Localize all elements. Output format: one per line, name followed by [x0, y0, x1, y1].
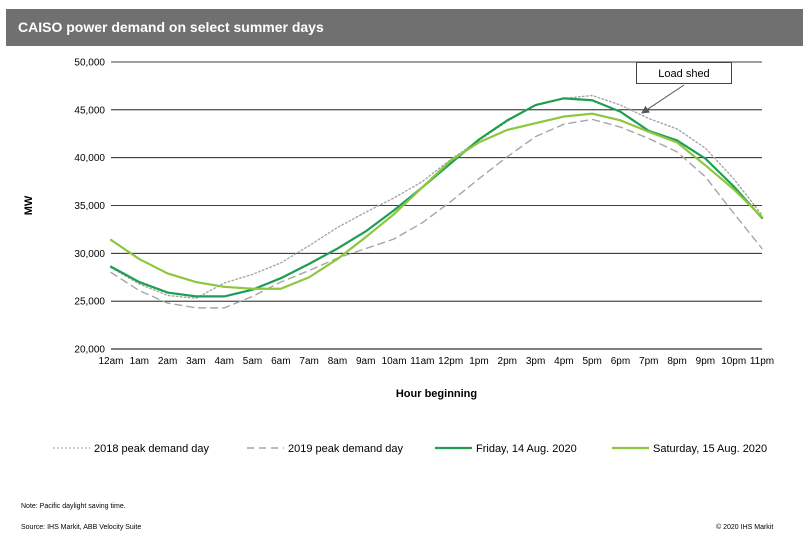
x-tick-label: 3am	[186, 356, 205, 367]
x-tick-label: 9am	[356, 356, 375, 367]
x-tick-label: 2am	[158, 356, 177, 367]
x-tick-label: 5pm	[582, 356, 601, 367]
y-tick-label: 50,000	[74, 58, 105, 69]
x-tick-label: 4pm	[554, 356, 573, 367]
footer-copyright: © 2020 IHS Markit	[716, 524, 774, 531]
x-tick-label: 9pm	[696, 356, 715, 367]
series-line-1	[110, 94, 763, 299]
x-tick-label: 6am	[271, 356, 290, 367]
y-tick-label: 40,000	[74, 153, 105, 164]
series-line-2	[110, 118, 763, 309]
x-tick-label: 7am	[299, 356, 318, 367]
x-tick-label: 6pm	[611, 356, 630, 367]
y-tick-label: 30,000	[74, 249, 105, 260]
x-tick-label: 1pm	[469, 356, 488, 367]
y-tick-label: 25,000	[74, 297, 105, 308]
x-tick-label: 12am	[98, 356, 123, 367]
x-tick-label: 1am	[130, 356, 149, 367]
series-line-3	[109, 97, 764, 298]
y-tick-label: 45,000	[74, 105, 105, 116]
x-tick-label: 8am	[328, 356, 347, 367]
legend-label-4: Saturday, 15 Aug. 2020	[653, 443, 767, 455]
x-tick-label: 11pm	[750, 356, 774, 367]
x-tick-label: 3pm	[526, 356, 545, 367]
annotation-load-shed: Load shed	[636, 62, 732, 84]
legend-label-1: 2018 peak demand day	[94, 443, 209, 455]
x-axis-title: Hour beginning	[396, 388, 477, 400]
footer-note: Note: Pacific daylight saving time.	[21, 503, 126, 510]
x-tick-label: 12pm	[438, 356, 463, 367]
annotation-arrow	[641, 84, 685, 114]
x-tick-label: 2pm	[498, 356, 517, 367]
x-tick-label: 8pm	[667, 356, 686, 367]
footer-source: Source: IHS Markit, ABB Velocity Suite	[21, 524, 142, 531]
y-tick-label: 35,000	[74, 201, 105, 212]
x-tick-label: 5am	[243, 356, 262, 367]
x-tick-label: 7pm	[639, 356, 658, 367]
chart-title: CAISO power demand on select summer days	[18, 19, 324, 35]
x-tick-label: 4am	[214, 356, 233, 367]
y-tick-label: 20,000	[74, 345, 105, 356]
y-axis-title: MW	[23, 195, 35, 215]
title-bar: CAISO power demand on select summer days	[6, 9, 803, 46]
x-tick-label: 10pm	[721, 356, 746, 367]
x-tick-label: 11am	[410, 356, 434, 367]
legend-label-3: Friday, 14 Aug. 2020	[476, 443, 577, 455]
legend-label-2: 2019 peak demand day	[288, 443, 403, 455]
series-line-4	[109, 112, 764, 290]
x-tick-label: 10am	[382, 356, 407, 367]
